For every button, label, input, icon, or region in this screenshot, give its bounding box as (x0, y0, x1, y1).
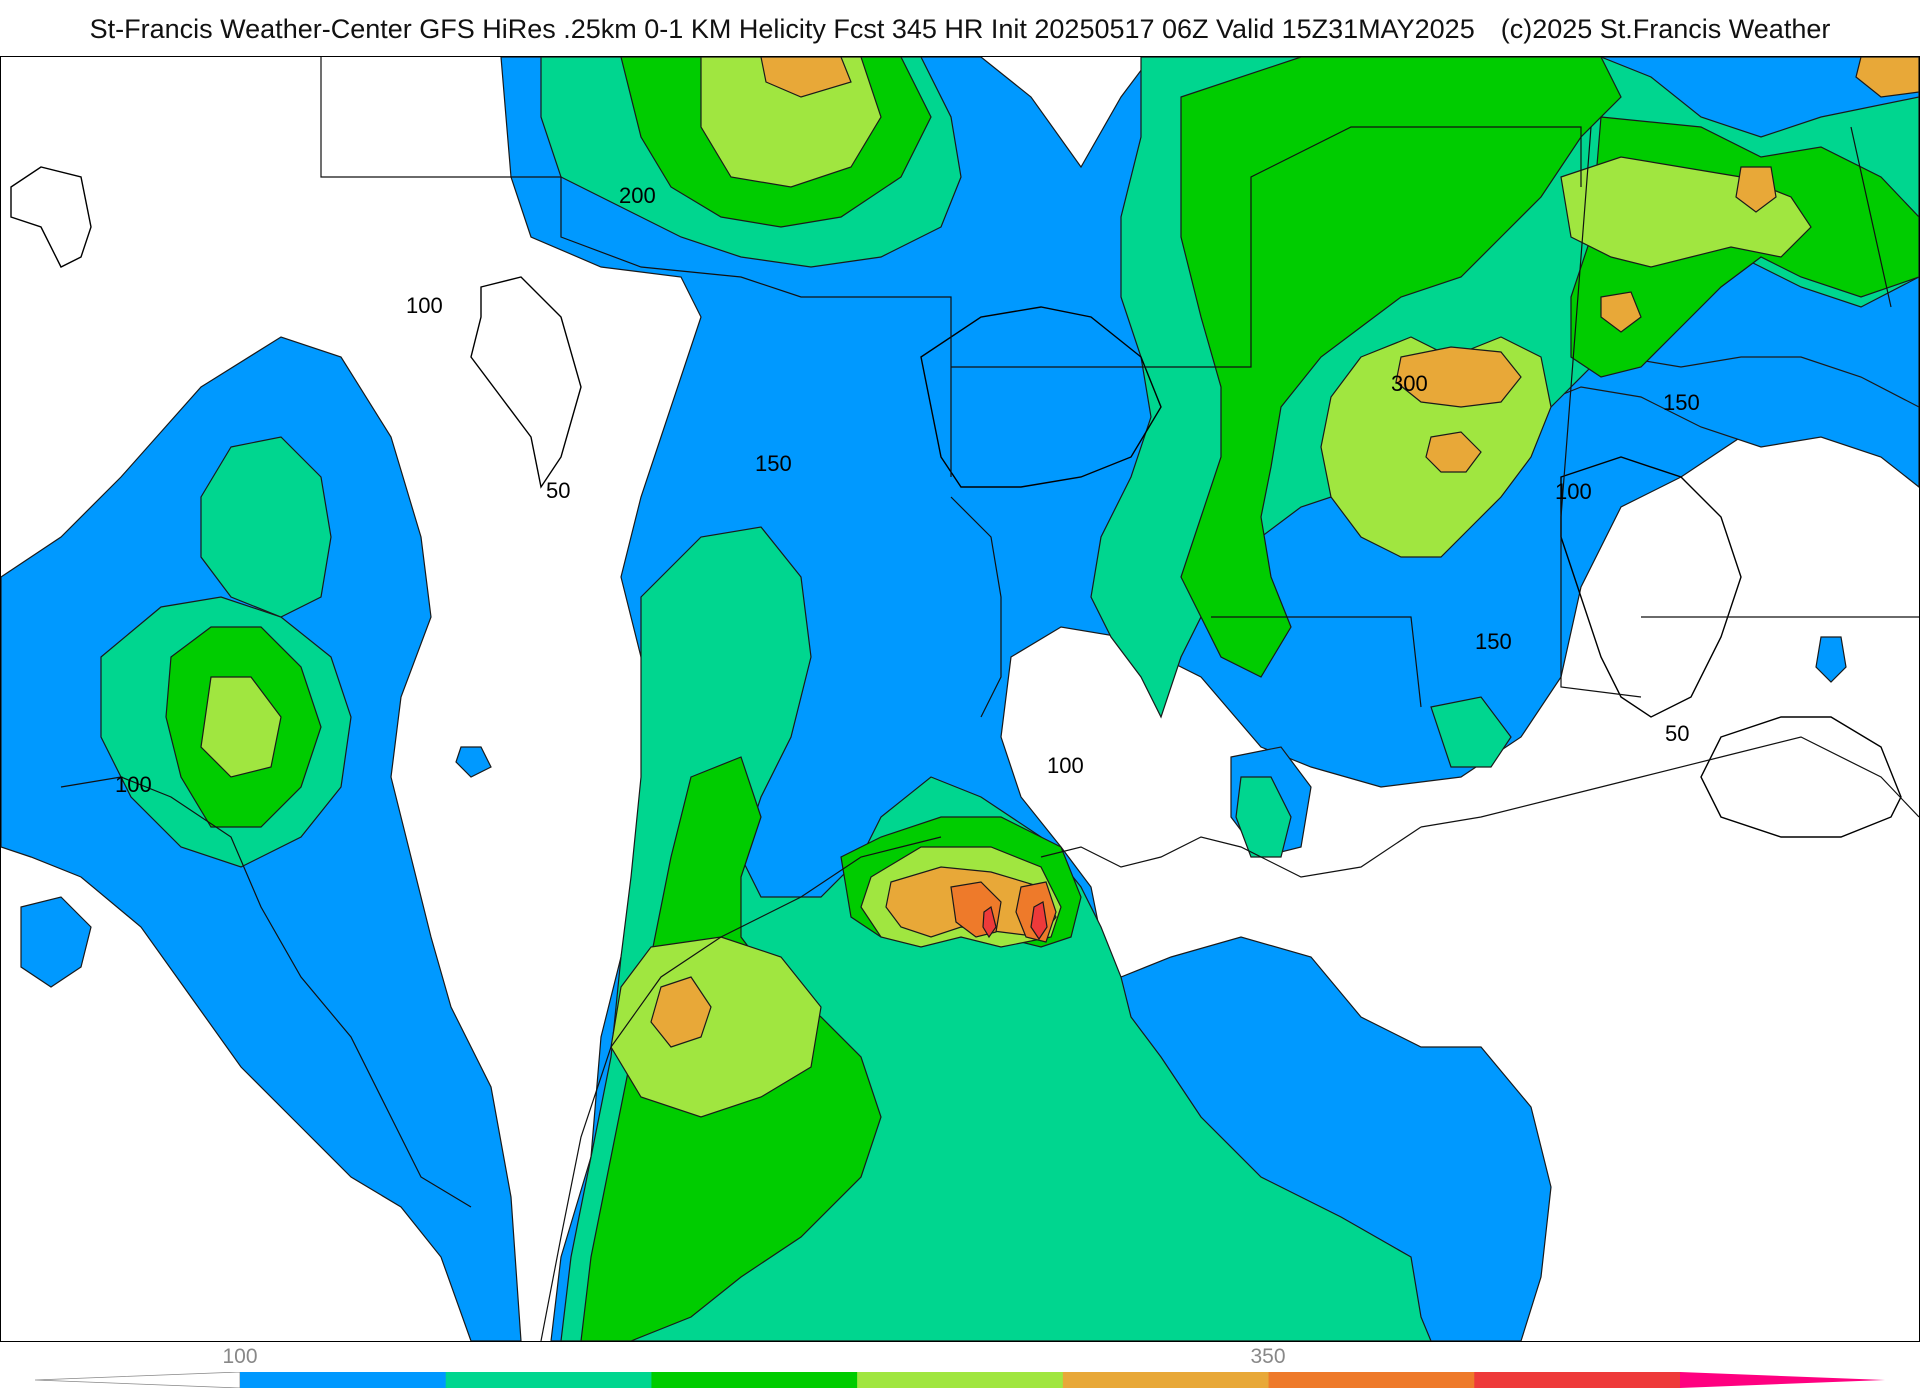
contour-label: 100 (406, 293, 443, 318)
colorbar-segment (651, 1372, 858, 1388)
map-title-main: St-Francis Weather-Center GFS HiRes .25k… (89, 14, 1475, 44)
orange-ne-edge (1855, 57, 1919, 98)
map-title-copyright: (c)2025 St.Francis Weather (1500, 14, 1831, 44)
contour-label: 200 (619, 183, 656, 208)
colorbar-tick-label: 100 (222, 1345, 258, 1368)
colorbar-segment (857, 1372, 1064, 1388)
colorbar-segment (1062, 1372, 1270, 1388)
teal-gulf-east-blob (1235, 776, 1292, 858)
lime-central-region (610, 936, 822, 1118)
blue-sw-blob (20, 896, 92, 988)
orange-north-blob (760, 57, 852, 98)
contour-label: 100 (1555, 479, 1592, 504)
contour-50-east (1560, 456, 1742, 718)
colorbar-segment (240, 1372, 447, 1388)
coast-louisiana (1040, 826, 1422, 878)
colorbar-segment (1268, 1372, 1475, 1388)
green-ne-region (1180, 57, 1622, 678)
colorbar (35, 1372, 1885, 1388)
orange-ne-region (1395, 346, 1522, 408)
coast-gulf-east (1420, 736, 1919, 828)
blue-east-lobe (1529, 356, 1919, 488)
contour-label: 150 (1663, 390, 1700, 415)
red-peak-west (982, 905, 997, 939)
orange-ne-small-blob (1600, 291, 1642, 333)
orange-central-blob (650, 976, 712, 1048)
lime-north-region (700, 57, 882, 188)
teal-west-upper (200, 436, 332, 618)
teal-se-blob (1430, 696, 1512, 768)
blue-small-blob (455, 746, 492, 778)
helicity-400-area (982, 901, 1048, 941)
contour-label: 50 (1665, 721, 1689, 746)
blue-east-blob (1815, 636, 1847, 683)
contour-50-mississippi (920, 306, 1162, 488)
contour-50-texas (470, 276, 582, 489)
state-line-ne (1850, 126, 1892, 308)
colorbar-segment (1474, 1372, 1681, 1388)
state-line-north (320, 57, 952, 477)
state-line-southeast (1211, 616, 1422, 708)
contour-label: 100 (115, 772, 152, 797)
coast-texas (540, 836, 942, 1341)
lime-west-region (200, 676, 282, 778)
state-line-central (951, 126, 1582, 368)
red-peak-east (1030, 901, 1048, 941)
contour-50-ne (10, 166, 92, 268)
state-line-mississippi (950, 496, 1002, 718)
contour-50-south (1700, 716, 1902, 838)
contour-labels: 200 100 50 150 300 150 100 150 100 50 10… (115, 183, 1700, 797)
contour-label: 50 (546, 478, 570, 503)
colorbar-segments (240, 1372, 1681, 1388)
orange-ne-blob (1425, 431, 1482, 473)
helicity-map: 200 100 50 150 300 150 100 150 100 50 10… (0, 56, 1920, 1342)
map-title: St-Francis Weather-Center GFS HiRes .25k… (0, 14, 1920, 45)
contour-50-lines (10, 166, 1902, 838)
contour-label: 100 (1047, 753, 1084, 778)
colorbar-left-arrow (35, 1372, 241, 1388)
state-line-east (1560, 126, 1642, 698)
helicity-300-area (650, 57, 1919, 1048)
colorbar-segment (445, 1372, 652, 1388)
orange-east-blob (1735, 166, 1777, 213)
border-rio-grande (60, 776, 472, 1208)
contour-label: 150 (755, 451, 792, 476)
state-boundaries (60, 57, 1919, 1341)
map-canvas: 200 100 50 150 300 150 100 150 100 50 10… (1, 57, 1919, 1341)
contour-label: 300 (1391, 371, 1428, 396)
contour-label: 150 (1475, 629, 1512, 654)
colorbar-right-arrow (1680, 1372, 1885, 1388)
colorbar-tick-label: 350 (1250, 1345, 1286, 1368)
